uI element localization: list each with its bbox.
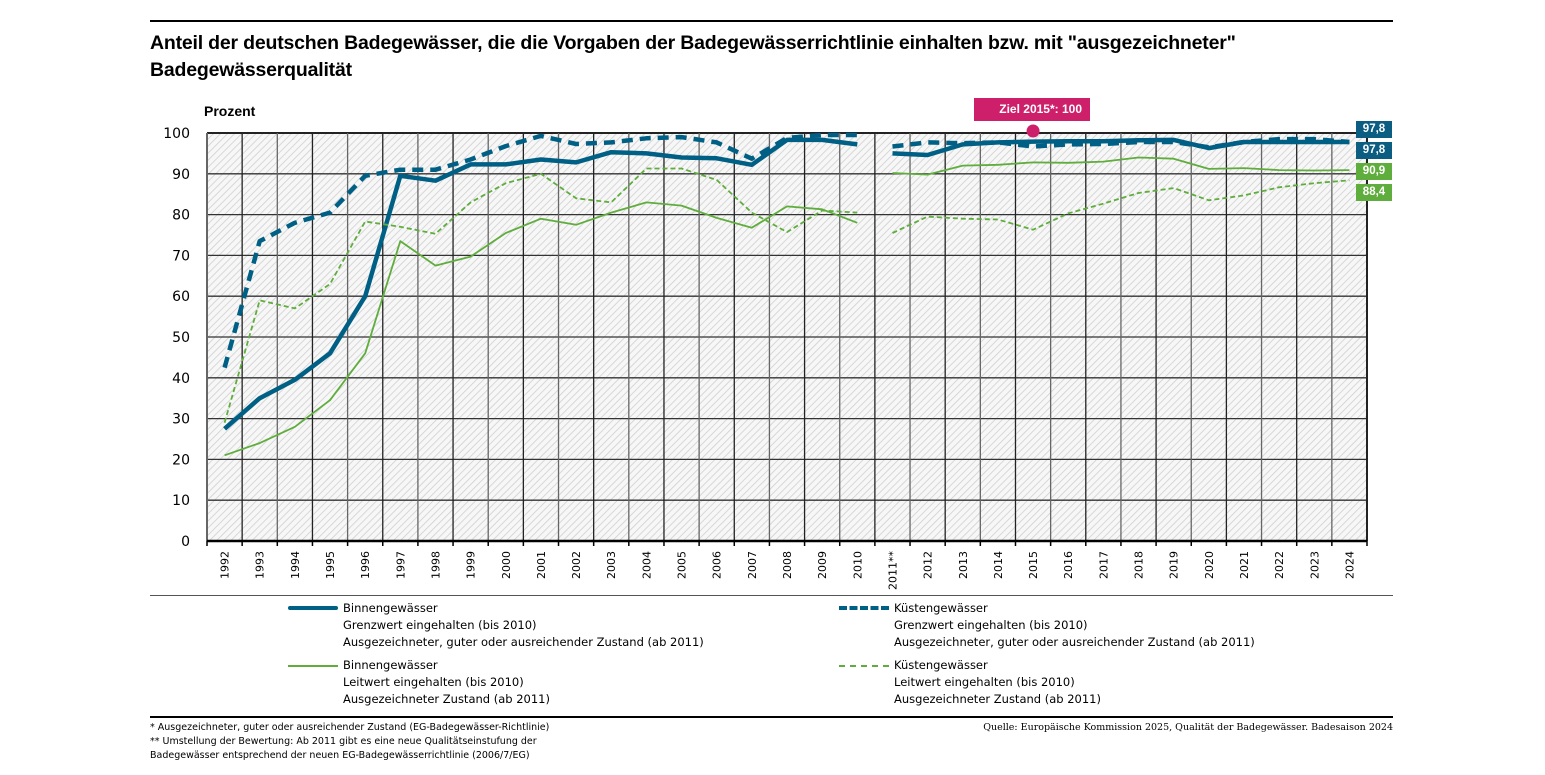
legend-line: Ausgezeichneter, guter oder ausreichende… <box>343 635 704 649</box>
top-rule <box>150 20 1393 22</box>
y-tick-label: 40 <box>172 371 190 387</box>
x-tick-label: 2017 <box>1097 551 1110 579</box>
x-tick-label: 2024 <box>1343 551 1356 579</box>
legend-line: Leitwert eingehalten (bis 2010) <box>894 675 1075 689</box>
y-tick-label: 70 <box>172 248 190 264</box>
x-tick-label: 1993 <box>254 551 267 579</box>
chart-title: Anteil der deutschen Badegewässer, die d… <box>150 32 1236 81</box>
y-axis: 0 10 20 30 40 50 60 70 80 90 100 <box>163 126 190 550</box>
legend-line: Grenzwert eingehalten (bis 2010) <box>894 618 1088 632</box>
series-line <box>892 136 1350 150</box>
legend-title: Küstengewässer <box>894 601 988 615</box>
series-line <box>892 179 1350 234</box>
legend-line: Ausgezeichneter, guter oder ausreichende… <box>894 635 1255 649</box>
source-note: Quelle: Europäische Kommission 2025, Qua… <box>983 722 1393 733</box>
x-tick-label: 1996 <box>359 551 372 579</box>
target-marker <box>1026 124 1040 138</box>
y-tick-label: 0 <box>181 534 190 550</box>
legend-swatch-dashed-thin <box>839 665 889 667</box>
x-tick-label: 2011** <box>886 551 899 590</box>
x-axis: 1992 1993 1994 1995 1996 1997 1998 1999 2000 2001… <box>206 539 1368 590</box>
end-label-kuesten-leitwert: 88,4 <box>1356 184 1392 201</box>
legend-item-kuesten-leitwert: Küstengewässer Leitwert eingehalten (bis… <box>839 657 1101 708</box>
x-tick-label: 2001 <box>535 551 548 579</box>
legend-swatch-solid-thin <box>288 665 338 667</box>
x-tick-label: 1999 <box>465 551 478 579</box>
y-tick-label: 30 <box>172 412 190 428</box>
x-tick-label: 2003 <box>605 551 618 579</box>
x-tick-label: 2002 <box>570 551 583 579</box>
y-tick-label: 10 <box>172 493 190 509</box>
x-tick-label: 2007 <box>746 551 759 579</box>
series-3 <box>224 156 1350 457</box>
series-line <box>222 132 858 369</box>
legend-line: Ausgezeichneter Zustand (ab 2011) <box>894 692 1101 706</box>
x-tick-label: 1994 <box>289 551 302 579</box>
legend-item-binnen-grenzwert: Binnengewässer Grenzwert eingehalten (bi… <box>288 600 704 651</box>
x-tick-label: 2004 <box>640 551 653 579</box>
x-tick-label: 1998 <box>429 551 442 579</box>
legend-line: Grenzwert eingehalten (bis 2010) <box>343 618 537 632</box>
legend-line: Ausgezeichneter Zustand (ab 2011) <box>343 692 550 706</box>
series-group <box>222 132 1350 457</box>
legend-item-kuesten-grenzwert: Küstengewässer Grenzwert eingehalten (bi… <box>839 600 1255 651</box>
x-tick-label: 2010 <box>851 551 864 579</box>
y-tick-label: 50 <box>172 330 190 346</box>
legend-divider <box>150 595 1393 596</box>
x-tick-label: 1997 <box>394 551 407 579</box>
x-tick-label: 2014 <box>992 551 1005 579</box>
x-tick-label: 1992 <box>219 551 232 579</box>
x-tick-label: 2008 <box>781 551 794 579</box>
legend-line: Leitwert eingehalten (bis 2010) <box>343 675 524 689</box>
y-tick-label: 100 <box>163 126 190 142</box>
legend-title: Küstengewässer <box>894 658 988 672</box>
series-4 <box>223 167 1350 423</box>
x-tick-label: 2019 <box>1168 551 1181 579</box>
footnote-2-cont: Badegewässer entsprechend der neuen EG-B… <box>150 750 530 761</box>
x-tick-label: 2021 <box>1238 551 1251 579</box>
series-line <box>223 167 858 423</box>
x-tick-label: 2012 <box>922 551 935 579</box>
footnote-1: * Ausgezeichneter, guter oder ausreichen… <box>150 722 550 733</box>
y-tick-label: 20 <box>172 452 190 468</box>
end-label-binnen-leitwert: 90,9 <box>1356 163 1392 180</box>
end-label-binnen-grenzwert: 97,8 <box>1356 142 1392 159</box>
legend-title: Binnengewässer <box>343 601 438 615</box>
x-tick-label: 2006 <box>711 551 724 579</box>
footnote-2: ** Umstellung der Bewertung: Ab 2011 gib… <box>150 736 537 747</box>
x-tick-label: 2015 <box>1027 551 1040 579</box>
legend-swatch-solid-thick <box>288 606 338 610</box>
legend-title: Binnengewässer <box>343 658 438 672</box>
x-tick-label: 2022 <box>1273 551 1286 579</box>
footnotes: * Ausgezeichneter, guter oder ausreichen… <box>150 721 549 763</box>
x-tick-label: 2000 <box>500 551 513 579</box>
x-tick-label: 2020 <box>1203 551 1216 579</box>
series-line <box>892 156 1350 176</box>
target-annotation: Ziel 2015*: 100 <box>974 98 1090 121</box>
x-tick-label: 2009 <box>816 551 829 579</box>
x-tick-label: 2023 <box>1308 551 1321 579</box>
y-tick-label: 60 <box>172 289 190 305</box>
footer-rule <box>150 716 1393 718</box>
x-tick-label: 1995 <box>324 551 337 579</box>
series-2 <box>222 132 1350 369</box>
end-label-kuesten-grenzwert: 97,8 <box>1356 121 1392 138</box>
x-tick-label: 2013 <box>957 551 970 579</box>
y-tick-label: 90 <box>172 167 190 183</box>
x-tick-label: 2005 <box>676 551 689 579</box>
x-tick-label: 2016 <box>1062 551 1075 579</box>
legend-swatch-dashed-thick <box>839 606 889 610</box>
x-tick-label: 2018 <box>1133 551 1146 579</box>
series-line <box>223 137 858 431</box>
series-line <box>224 201 858 457</box>
legend-item-binnen-leitwert: Binnengewässer Leitwert eingehalten (bis… <box>288 657 550 708</box>
y-tick-label: 80 <box>172 208 190 224</box>
y-axis-label: Prozent <box>204 103 256 119</box>
